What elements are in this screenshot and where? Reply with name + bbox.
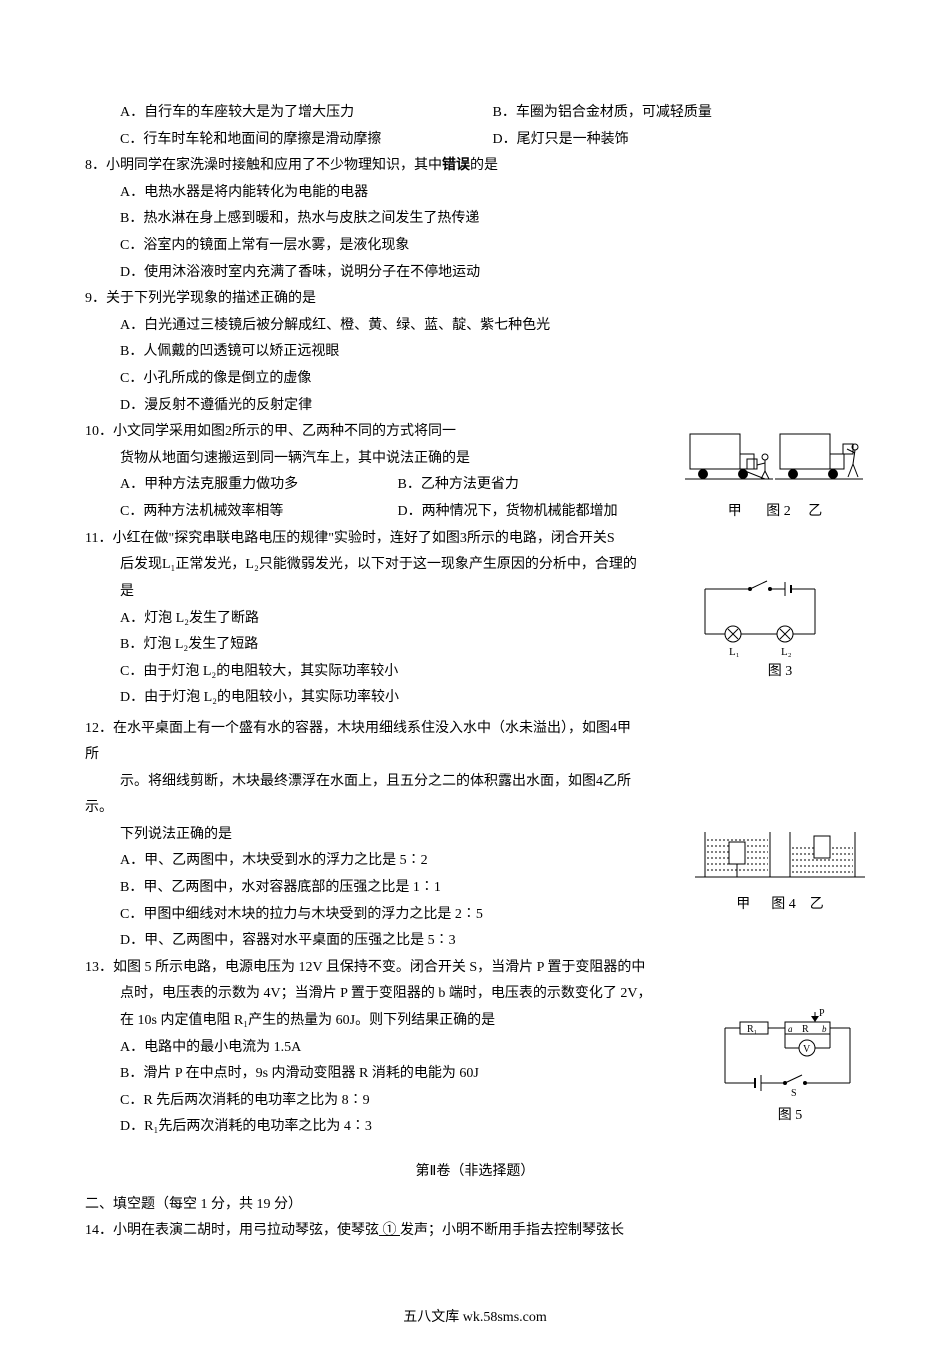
q10-option-a: A．甲种方法克服重力做功多 [120, 472, 398, 499]
q13-stem-line2: 点时，电压表的示数为 4V；当滑片 P 置于变阻器的 b 端时，电压表的示数变化… [85, 981, 865, 1008]
q10-num: 10． [85, 424, 113, 439]
q7-option-d: D．尾灯只是一种装饰 [493, 127, 866, 154]
q12-stem-line2: 示。将细线剪断，木块最终漂浮在水面上，且五分之二的体积露出水面，如图4乙所 [85, 769, 865, 796]
q10-option-c: C．两种方法机械效率相等 [120, 499, 398, 526]
figure-2-label: 图 2 [766, 504, 791, 519]
q9-option-a: A．白光通过三棱镜后被分解成红、橙、黄、绿、蓝、靛、紫七种色光 [85, 313, 865, 340]
q8-option-c: C．浴室内的镜面上常有一层水雾，是液化现象 [85, 233, 865, 260]
figure-4-jia: 甲 [736, 897, 750, 912]
q9-option-b: B．人佩戴的凹透镜可以矫正远视眼 [85, 339, 865, 366]
q12-stem-line2b: 示。 [85, 795, 865, 822]
q7-options-cd: C．行车时车轮和地面间的摩擦是滑动摩擦 D．尾灯只是一种装饰 [85, 127, 865, 154]
page: A．自行车的车座较大是为了增大压力 B．车圈为铝合金材质，可减轻质量 C．行车时… [65, 100, 885, 1331]
q14-num: 14． [85, 1223, 113, 1238]
fig5-R: R [802, 1024, 809, 1035]
figure-3: L₁ L₂ 图 3 [695, 579, 865, 716]
figure-3-label: 图 3 [768, 659, 793, 686]
q7-option-c: C．行车时车轮和地面间的摩擦是滑动摩擦 [120, 127, 493, 154]
q7-options-ab: A．自行车的车座较大是为了增大压力 B．车圈为铝合金材质，可减轻质量 [85, 100, 865, 127]
figure-2-jia: 甲 [728, 504, 742, 519]
q8-stem-bold: 错误 [442, 158, 470, 173]
q10-stem1: 小文同学采用如图2所示的甲、乙两种不同的方式将同一 [113, 424, 456, 439]
figure-4: 甲 图 4 乙 [695, 822, 865, 919]
q10-option-b: B．乙种方法更省力 [398, 472, 676, 499]
q14-stem-text: 小明在表演二胡时，用弓拉动琴弦，使琴弦 [113, 1223, 379, 1238]
q14-stem-text2: 发声；小明不断用手指去控制琴弦长 [400, 1223, 624, 1238]
q8-stem-text: 小明同学在家洗澡时接触和应用了不少物理知识，其中 [106, 158, 442, 173]
fig5-R1: R₁ [747, 1024, 757, 1035]
q9-num: 9． [85, 291, 106, 306]
q12-stem-line1b: 所 [85, 742, 865, 769]
q8-option-b: B．热水淋在身上感到暖和，热水与皮肤之间发生了热传递 [85, 206, 865, 233]
q11-stem1: 小红在做"探究串联电路电压的规律"实验时，连好了如图3所示的电路，闭合开关S [112, 531, 614, 546]
figure-2-yi: 乙 [808, 504, 822, 519]
q9-stem: 9．关于下列光学现象的描述正确的是 [85, 286, 865, 313]
q12-stem1: 在水平桌面上有一个盛有水的容器，木块用细线系住没入水中（水未溢出），如图4甲 [113, 721, 631, 736]
figure-5-label: 图 5 [715, 1103, 865, 1130]
fig5-S: S [791, 1088, 797, 1099]
q12-stem-line1: 12．在水平桌面上有一个盛有水的容器，木块用细线系住没入水中（水未溢出），如图4… [85, 716, 865, 743]
q8-option-d: D．使用沐浴液时室内充满了香味，说明分子在不停地运动 [85, 260, 865, 287]
q8-num: 8． [85, 158, 106, 173]
q12-option-d: D．甲、乙两图中，容器对水平桌面的压强之比是 5∶3 [85, 928, 865, 955]
q11-num: 11． [85, 531, 112, 546]
q14-blank: ① [379, 1223, 400, 1238]
q7-option-a: A．自行车的车座较大是为了增大压力 [120, 100, 493, 127]
q10-options-cd: C．两种方法机械效率相等 D．两种情况下，货物机械能都增加 [85, 499, 675, 526]
page-footer: 五八文库 wk.58sms.com [85, 1305, 865, 1332]
figure-2-svg [685, 419, 865, 499]
fig5-P: P [819, 1008, 825, 1019]
figure-3-svg: L₁ L₂ [695, 579, 825, 659]
q13-stem-line1: 13．如图 5 所示电路，电源电压为 12V 且保持不变。闭合开关 S，当滑片 … [85, 955, 865, 982]
figure-4-svg [695, 822, 865, 892]
q14-stem: 14．小明在表演二胡时，用弓拉动琴弦，使琴弦 ① 发声；小明不断用手指去控制琴弦… [85, 1218, 865, 1245]
q11-stem-line1: 11．小红在做"探究串联电路电压的规律"实验时，连好了如图3所示的电路，闭合开关… [85, 526, 865, 553]
figure-2-caption: 甲 图 2 乙 [685, 499, 865, 526]
fill-heading: 二、填空题（每空 1 分，共 19 分） [85, 1192, 865, 1219]
section-2-title: 第Ⅱ卷（非选择题） [85, 1159, 865, 1186]
figure-4-label: 图 4 [771, 897, 796, 912]
q13-num: 13． [85, 960, 113, 975]
fig3-L2: L₂ [781, 646, 792, 658]
q7-option-b: B．车圈为铝合金材质，可减轻质量 [493, 100, 866, 127]
fig5-a: a [788, 1024, 793, 1034]
q11-stem-line2: 后发现L₁正常发光，L₂只能微弱发光，以下对于这一现象产生原因的分析中，合理的 [85, 552, 865, 579]
figure-5: R₁ a R b P V [715, 1008, 865, 1130]
q10-option-d: D．两种情况下，货物机械能都增加 [398, 499, 676, 526]
q9-option-c: C．小孔所成的像是倒立的虚像 [85, 366, 865, 393]
q12-num: 12． [85, 721, 113, 736]
figure-2: 甲 图 2 乙 [685, 419, 865, 526]
figure-4-caption: 甲 图 4 乙 [695, 892, 865, 919]
q10-options-ab: A．甲种方法克服重力做功多 B．乙种方法更省力 [85, 472, 675, 499]
q8-stem: 8．小明同学在家洗澡时接触和应用了不少物理知识，其中错误的是 [85, 153, 865, 180]
q13-stem1: 如图 5 所示电路，电源电压为 12V 且保持不变。闭合开关 S，当滑片 P 置… [113, 960, 645, 975]
figure-5-svg: R₁ a R b P V [715, 1008, 865, 1103]
fig3-L1: L₁ [729, 646, 740, 658]
q9-stem-text: 关于下列光学现象的描述正确的是 [106, 291, 316, 306]
q9-option-d: D．漫反射不遵循光的反射定律 [85, 393, 865, 420]
fig5-b: b [822, 1024, 827, 1034]
fig5-V: V [803, 1044, 811, 1055]
q8-option-a: A．电热水器是将内能转化为电能的电器 [85, 180, 865, 207]
figure-4-yi: 乙 [810, 897, 824, 912]
q8-stem-end: 的是 [470, 158, 498, 173]
